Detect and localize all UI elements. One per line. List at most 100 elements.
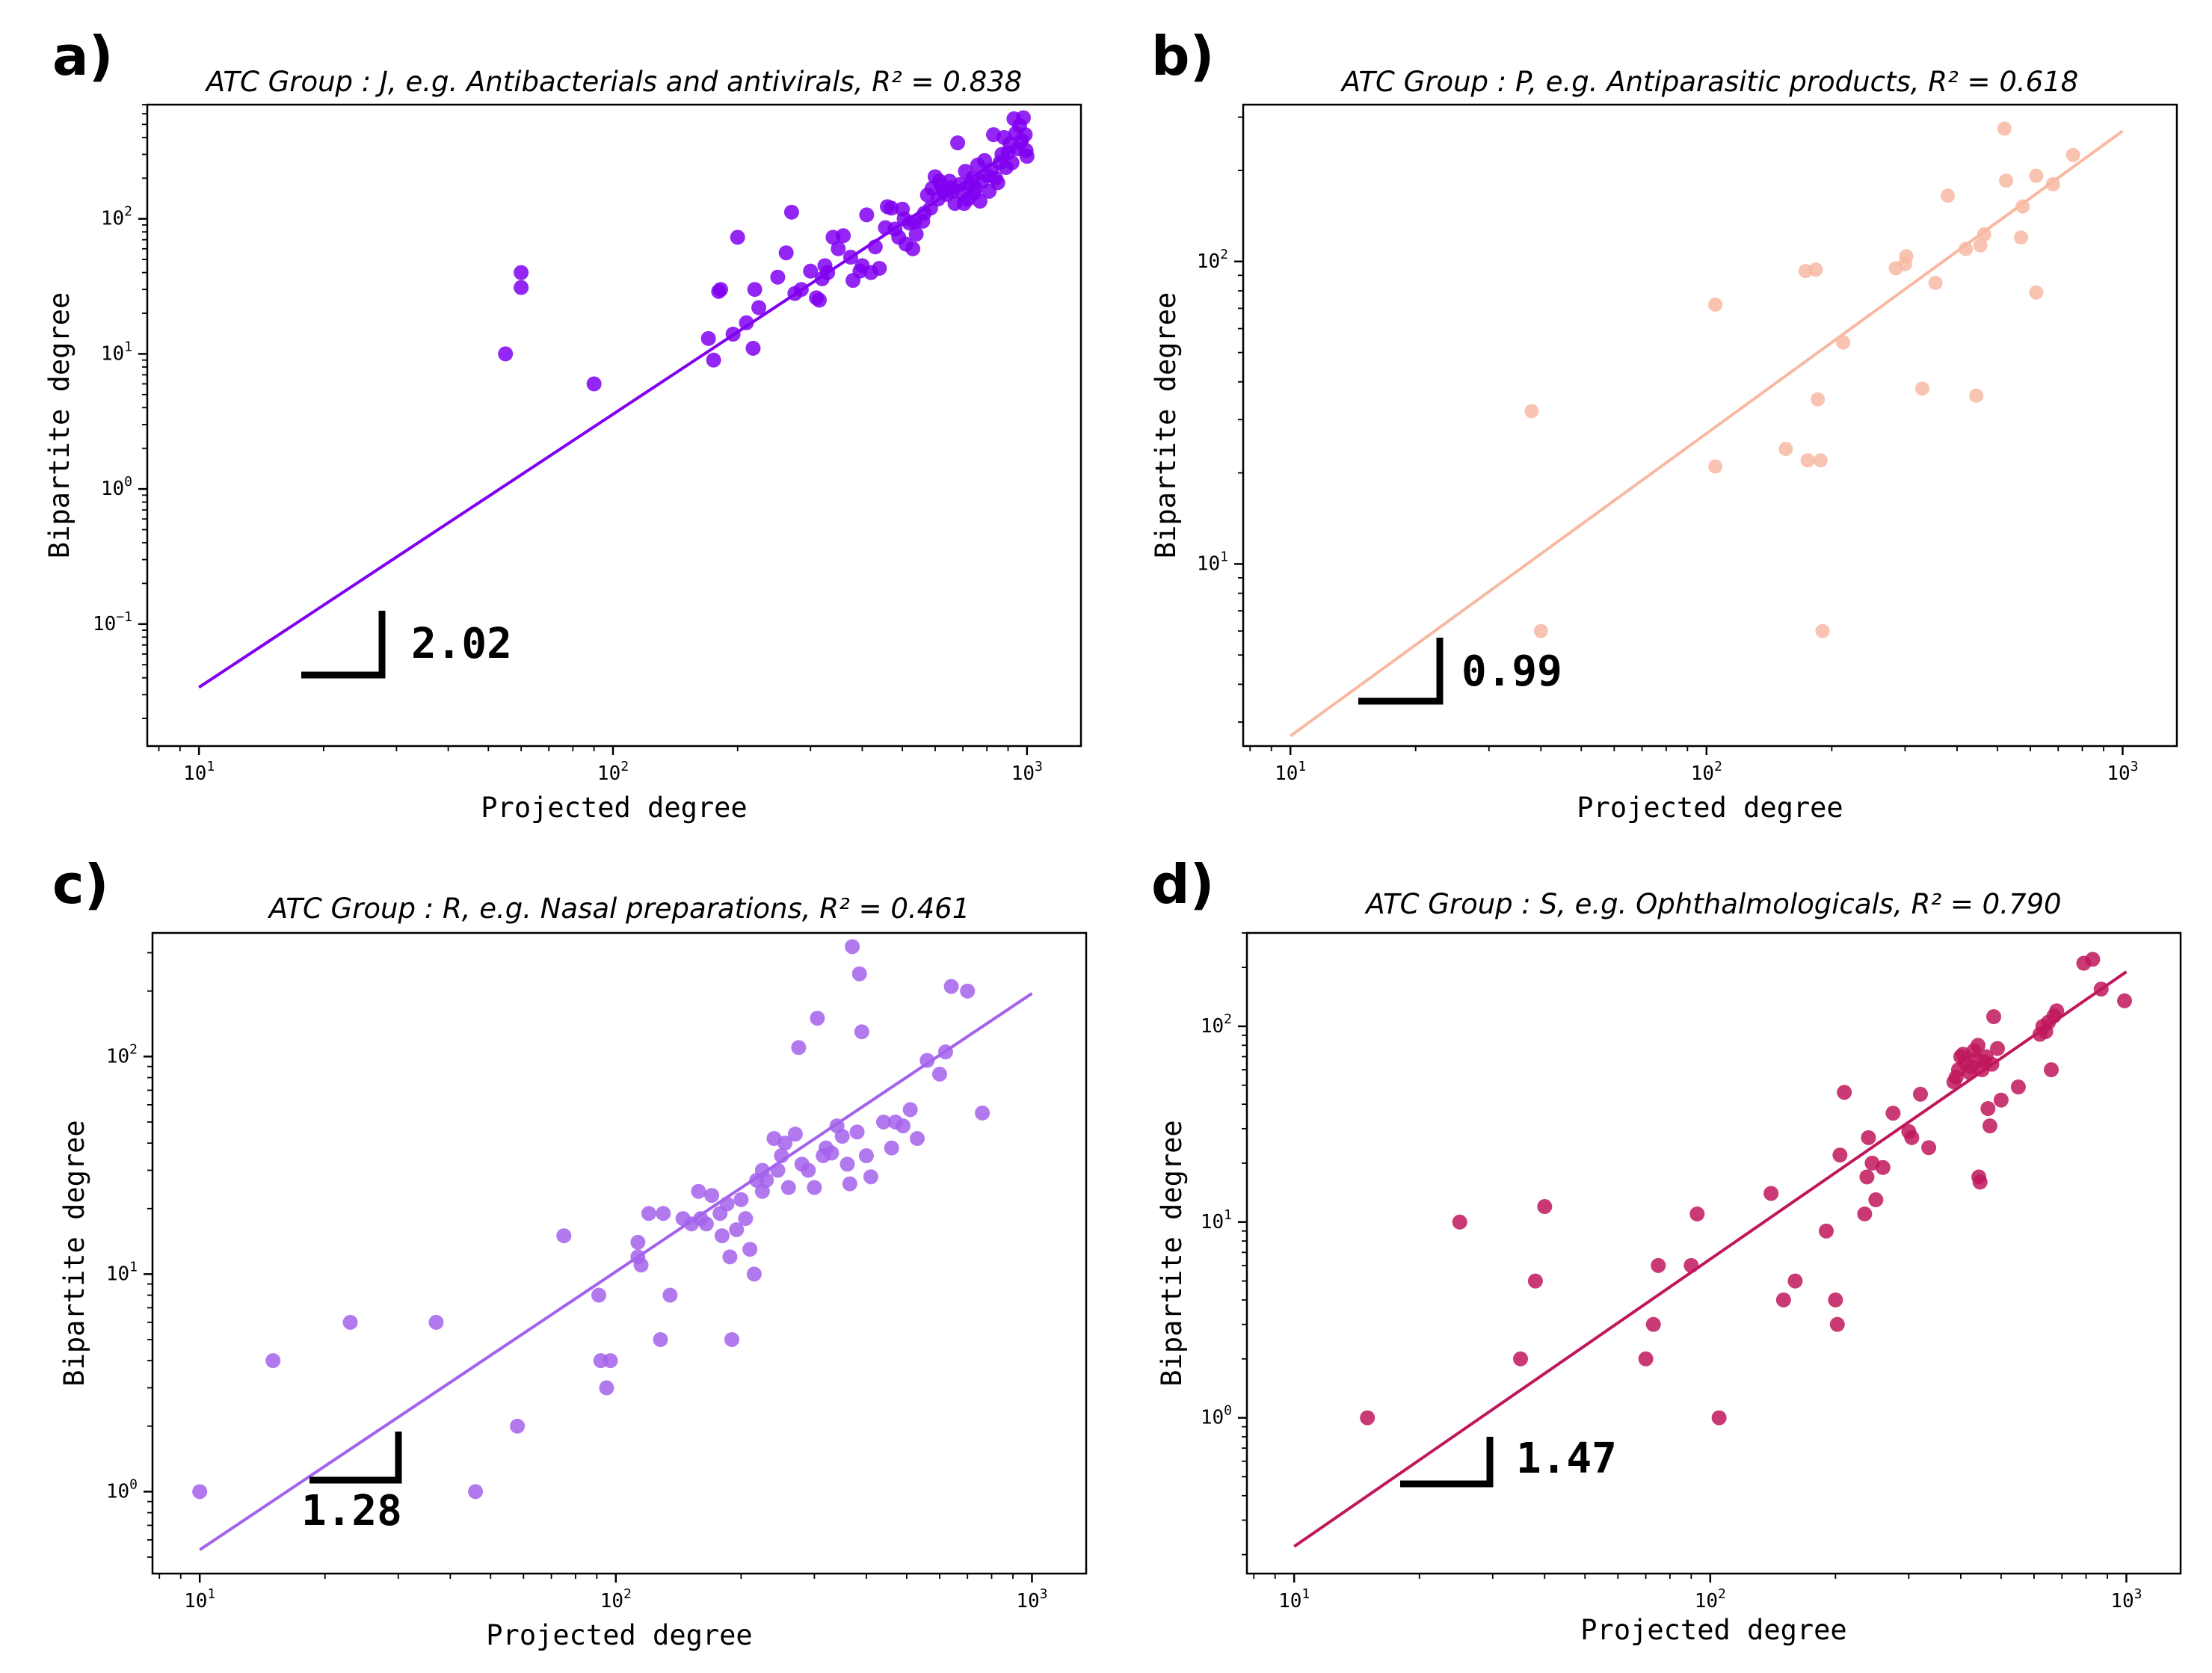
data-point xyxy=(831,241,846,256)
data-point xyxy=(265,1353,281,1369)
data-point xyxy=(1524,404,1539,419)
fit-line xyxy=(1290,129,2124,738)
data-point xyxy=(1708,298,1723,312)
data-point xyxy=(342,1314,358,1330)
x-tick-label: 102 xyxy=(600,1586,632,1612)
x-axis-label: Projected degree xyxy=(1577,792,1843,824)
data-point xyxy=(1775,1292,1791,1307)
data-point xyxy=(967,185,982,201)
slope-label: 2.02 xyxy=(411,620,512,668)
y-axis-label: Bipartite degree xyxy=(43,292,76,558)
plot-area xyxy=(198,110,1035,689)
data-point xyxy=(960,983,976,999)
data-point xyxy=(1787,1273,1803,1289)
data-point xyxy=(884,200,899,216)
data-point xyxy=(896,1118,911,1134)
data-point xyxy=(950,135,966,151)
data-point xyxy=(931,1066,947,1082)
data-point xyxy=(428,1314,444,1330)
data-point xyxy=(641,1206,656,1221)
data-point xyxy=(1815,623,1830,638)
data-point xyxy=(2029,168,2044,183)
data-point xyxy=(916,206,932,221)
data-point xyxy=(722,1249,738,1265)
data-point xyxy=(751,300,767,315)
data-point xyxy=(909,1130,925,1146)
data-point xyxy=(498,346,514,362)
data-point xyxy=(774,1148,789,1164)
data-point xyxy=(656,1206,671,1221)
slope-marker xyxy=(1358,638,1444,705)
data-point xyxy=(1778,442,1793,457)
data-point xyxy=(700,330,716,346)
data-point xyxy=(1982,1118,1997,1134)
data-point xyxy=(747,282,763,298)
data-point xyxy=(2117,993,2133,1008)
data-point xyxy=(1832,1147,1848,1163)
x-tick-label: 101 xyxy=(183,759,215,785)
data-point xyxy=(2044,1062,2059,1078)
data-point xyxy=(1818,1223,1834,1239)
data-point xyxy=(2015,199,2030,214)
data-point xyxy=(834,1129,850,1144)
data-point xyxy=(1708,459,1723,474)
data-point xyxy=(819,1140,834,1156)
data-point xyxy=(1019,149,1035,164)
data-point xyxy=(653,1331,668,1347)
data-point xyxy=(896,211,912,227)
data-point xyxy=(1836,335,1851,350)
data-point xyxy=(1651,1257,1666,1273)
data-point xyxy=(858,1148,874,1164)
chart-title: ATC Group : S, e.g. Ophthalmologicals, R… xyxy=(1364,888,2061,920)
data-point xyxy=(908,227,924,242)
x-axis-label: Projected degree xyxy=(481,792,747,824)
y-tick-label: 102 xyxy=(1201,1011,1232,1038)
x-tick-label: 103 xyxy=(2110,1586,2142,1612)
x-tick-label: 102 xyxy=(1695,1586,1726,1612)
data-point xyxy=(1004,155,1020,170)
data-point xyxy=(787,1127,803,1142)
slope-label: 1.47 xyxy=(1516,1435,1617,1483)
data-point xyxy=(1808,262,1823,277)
data-point xyxy=(1946,1074,1962,1090)
x-tick-label: 101 xyxy=(184,1586,215,1612)
data-point xyxy=(724,1331,739,1347)
data-point xyxy=(633,1257,649,1273)
data-point xyxy=(1857,1206,1873,1221)
data-point xyxy=(990,175,1005,191)
y-tick-label: 100 xyxy=(106,1476,138,1503)
data-point xyxy=(937,1044,953,1060)
data-point xyxy=(919,1053,935,1068)
chart-title: ATC Group : P, e.g. Antiparasitic produc… xyxy=(1340,66,2079,98)
slope-marker xyxy=(301,611,386,679)
plot-area xyxy=(1290,121,2124,738)
x-tick-label: 103 xyxy=(1016,1586,1047,1612)
data-point xyxy=(2010,1079,2026,1095)
data-point xyxy=(739,315,754,330)
data-point xyxy=(706,352,721,368)
data-point xyxy=(468,1484,484,1500)
data-point xyxy=(845,939,860,955)
y-axis-label: Bipartite degree xyxy=(58,1120,90,1386)
data-point xyxy=(746,1266,762,1282)
fit-line xyxy=(1293,970,2128,1548)
data-point xyxy=(1017,127,1033,143)
data-point xyxy=(783,204,799,220)
data-point xyxy=(1360,1410,1375,1426)
data-point xyxy=(1999,173,2014,188)
data-point xyxy=(1452,1214,1467,1230)
slope-label: 1.28 xyxy=(301,1487,402,1535)
data-point xyxy=(780,1180,796,1195)
data-point xyxy=(1689,1206,1705,1221)
data-point xyxy=(811,292,827,308)
data-point xyxy=(684,1216,700,1232)
data-point xyxy=(2014,230,2029,245)
data-point xyxy=(956,196,972,212)
data-point xyxy=(943,979,959,994)
data-point xyxy=(1837,1085,1852,1100)
data-point xyxy=(770,1162,786,1178)
data-point xyxy=(1959,241,1974,256)
data-point xyxy=(1533,623,1548,638)
data-point xyxy=(803,263,819,279)
data-point xyxy=(854,1024,869,1040)
